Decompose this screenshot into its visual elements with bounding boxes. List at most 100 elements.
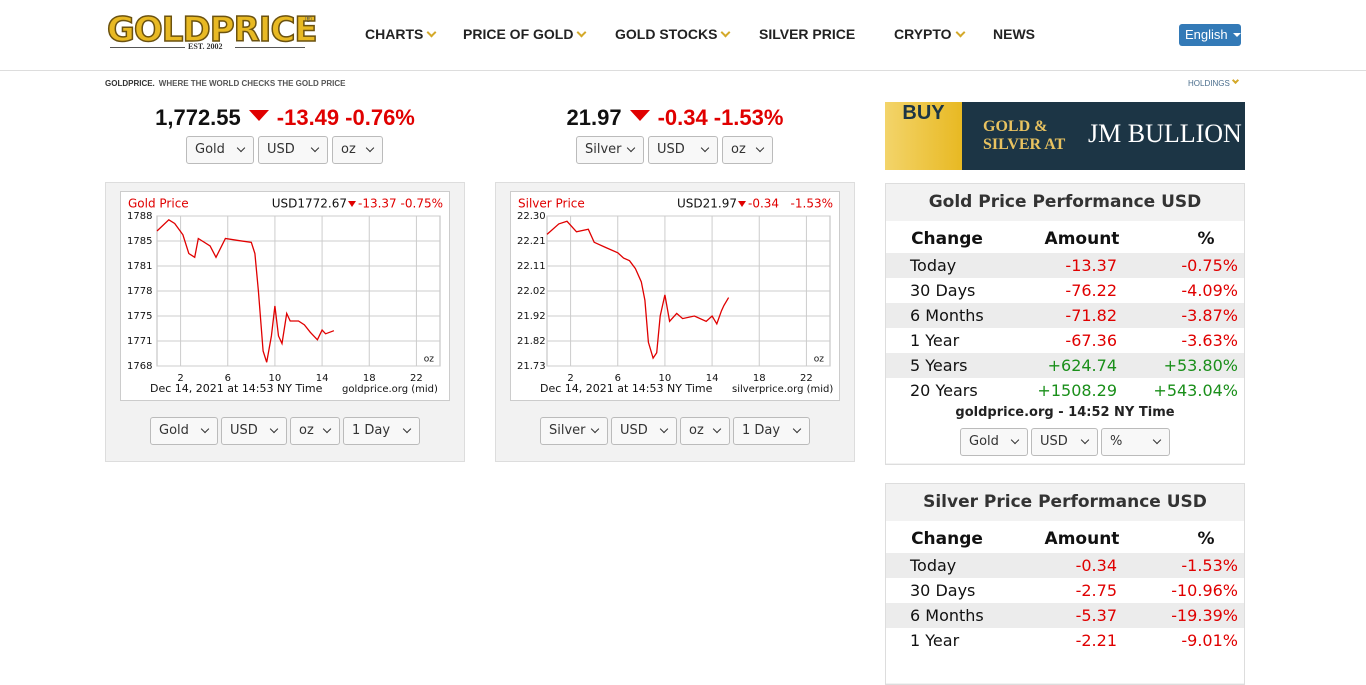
- dropdown[interactable]: oz: [290, 417, 340, 445]
- nav-item[interactable]: PRICE OF GOLD: [463, 26, 587, 42]
- y-tick-label: 21.82: [517, 336, 546, 347]
- established: EST. 2002: [188, 42, 223, 51]
- row-value: -2.75: [1075, 581, 1117, 600]
- row-value: -4.09%: [1181, 281, 1238, 300]
- row-stripe: [886, 353, 1244, 378]
- quote-change: -0.34: [657, 105, 708, 130]
- nav-item[interactable]: SILVER PRICE: [759, 26, 855, 42]
- ad-brand: JM BULLION: [1088, 119, 1242, 148]
- ad-offer: GOLD &: [983, 118, 1048, 135]
- unit-label: oz: [424, 355, 435, 365]
- tagline: GOLDPRICE. WHERE THE WORLD CHECKS THE GOL…: [105, 79, 345, 88]
- nav-item[interactable]: CHARTS: [365, 26, 437, 42]
- down-arrow: [738, 201, 746, 207]
- source: silverprice.org (mid): [732, 384, 833, 395]
- dropdown[interactable]: oz: [722, 136, 773, 164]
- row-label: 5 Years: [910, 356, 968, 375]
- dropdown[interactable]: Gold: [960, 428, 1028, 456]
- dropdown[interactable]: Gold: [186, 136, 254, 164]
- dropdown[interactable]: USD: [648, 136, 718, 164]
- row-stripe: [886, 553, 1244, 578]
- row-value: -1.53%: [1181, 556, 1238, 575]
- logo-divider: [110, 47, 185, 48]
- row-value: -0.34: [1075, 556, 1117, 575]
- dropdown[interactable]: USD: [1031, 428, 1098, 456]
- x-tick-label: 22: [800, 373, 813, 384]
- y-tick-label: 21.92: [517, 311, 546, 322]
- ad-buy: BUY: [885, 102, 962, 170]
- source: goldprice.org (mid): [342, 384, 438, 395]
- price-line: [156, 218, 335, 363]
- nav-item[interactable]: GOLD STOCKS: [615, 26, 731, 42]
- tagline-brand: GOLDPRICE.: [105, 79, 155, 88]
- dropdown[interactable]: oz: [332, 136, 383, 164]
- x-tick-label: 6: [225, 373, 231, 384]
- chart-change: -0.34: [748, 197, 779, 211]
- nav-item[interactable]: CRYPTO: [894, 26, 966, 42]
- quote-change: -13.49: [276, 105, 340, 130]
- dropdown[interactable]: %: [1101, 428, 1170, 456]
- down-arrow: [629, 110, 650, 121]
- y-tick-label: 1775: [127, 311, 152, 322]
- y-tick-label: 1781: [127, 261, 152, 272]
- quote: 1,772.55 -13.49 -0.76%: [105, 105, 465, 131]
- chart-title: Silver Price: [518, 197, 585, 211]
- nav-label: NEWS: [993, 26, 1035, 42]
- quote-percent: -1.53%: [713, 105, 784, 130]
- table-title: Silver Price Performance USD: [923, 492, 1207, 512]
- ad-banner[interactable]: BUY GOLD & SILVER AT JM BULLION: [885, 102, 1245, 170]
- ad-offer: SILVER AT: [983, 136, 1066, 153]
- dropdown[interactable]: Silver: [540, 417, 608, 445]
- dropdown[interactable]: oz: [680, 417, 730, 445]
- column-header: Change: [911, 529, 983, 549]
- dropdown[interactable]: USD: [258, 136, 328, 164]
- chart: 2 6 10 14 18 22 21.73 21.82 21.92 22.02 22.11 22.21…: [510, 191, 840, 401]
- y-tick-label: 21.73: [517, 361, 546, 372]
- quote: 21.97 -0.34 -1.53%: [495, 105, 855, 131]
- dropdown[interactable]: Silver: [576, 136, 644, 164]
- price-line: [546, 220, 730, 360]
- row-value: -67.36: [1065, 331, 1117, 350]
- page: GOLDPRICE ® EST. 2002 CHARTS PRICE OF GOLD GO…: [0, 0, 1366, 643]
- row-value: -3.63%: [1181, 331, 1238, 350]
- chart: 2 6 10 14 18 22 1768 1771 1775 1778 1781 1785 1788Go…: [120, 191, 450, 401]
- language-label: English: [1185, 27, 1228, 42]
- row-value: +1508.29: [1037, 381, 1117, 400]
- dropdown[interactable]: 1 Day: [343, 417, 420, 445]
- header-border: [0, 70, 1366, 71]
- y-tick-label: 22.30: [517, 211, 546, 222]
- language-button[interactable]: English: [1179, 24, 1241, 46]
- dropdown[interactable]: 1 Day: [733, 417, 810, 445]
- nav-label: SILVER PRICE: [759, 26, 856, 42]
- column-header: %: [1197, 229, 1215, 249]
- holdings-link[interactable]: HOLDINGS: [1188, 76, 1239, 88]
- row-value: +53.80%: [1163, 356, 1238, 375]
- x-tick-label: 6: [615, 373, 621, 384]
- quote-price: 21.97: [566, 105, 622, 130]
- chart-percent: -0.75%: [401, 197, 443, 211]
- holdings-label: HOLDINGS: [1188, 79, 1230, 88]
- row-value: -71.82: [1065, 306, 1117, 325]
- chart-price: USD21.97: [677, 197, 737, 211]
- x-tick-label: 18: [363, 373, 376, 384]
- y-tick-label: 1768: [127, 361, 152, 372]
- row-label: 6 Months: [910, 306, 984, 325]
- dropdown[interactable]: Gold: [150, 417, 218, 445]
- dropdown[interactable]: USD: [611, 417, 677, 445]
- x-tick-label: 14: [706, 373, 719, 384]
- row-label: 20 Years: [910, 381, 978, 400]
- row-value: -10.96%: [1171, 581, 1238, 600]
- logo[interactable]: GOLDPRICE: [106, 9, 318, 51]
- unit-label: oz: [814, 355, 825, 365]
- timestamp: Dec 14, 2021 at 14:53 NY Time: [540, 382, 713, 395]
- dropdown[interactable]: USD: [221, 417, 287, 445]
- row-stripe: [886, 603, 1244, 628]
- row-label: 1 Year: [910, 331, 960, 350]
- chart-title: Gold Price: [128, 197, 189, 211]
- row-label: Today: [910, 256, 957, 275]
- y-tick-label: 1771: [127, 336, 152, 347]
- x-tick-label: 2: [177, 373, 183, 384]
- row-value: +543.04%: [1153, 381, 1238, 400]
- row-value: -19.39%: [1171, 606, 1238, 625]
- nav-item[interactable]: NEWS: [993, 26, 1035, 42]
